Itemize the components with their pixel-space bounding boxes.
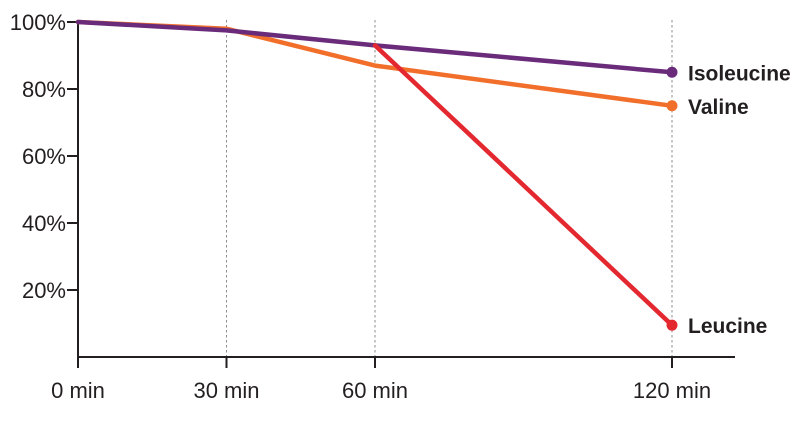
y-tick-label: 20% [22,278,66,303]
series-label-isoleucine: Isoleucine [688,62,791,85]
axes [67,20,735,368]
x-tick-label: 0 min [51,378,105,403]
y-tick-label: 80% [22,77,66,102]
grid-lines [226,20,673,357]
x-tick-label: 120 min [633,378,711,403]
tick-labels: 20% 40% 60% 80% 100% 0 min 30 min 60 min 120 min [10,10,711,403]
series-line-leucine [372,43,675,328]
end-marker-leucine [666,319,678,331]
series-label-valine: Valine [688,96,749,119]
y-tick-label: 60% [22,144,66,169]
y-tick-label: 100% [10,10,66,35]
series-label-leucine: Leucine [688,315,767,338]
x-tick-label: 60 min [342,378,408,403]
end-marker-isoleucine [666,66,678,78]
end-marker-valine [666,100,678,112]
x-tick-label: 30 min [193,378,259,403]
series-lines [75,19,678,331]
series-labels: Valine Isoleucine Leucine [688,62,791,338]
y-tick-label: 40% [22,211,66,236]
series-line-isoleucine [75,19,675,75]
